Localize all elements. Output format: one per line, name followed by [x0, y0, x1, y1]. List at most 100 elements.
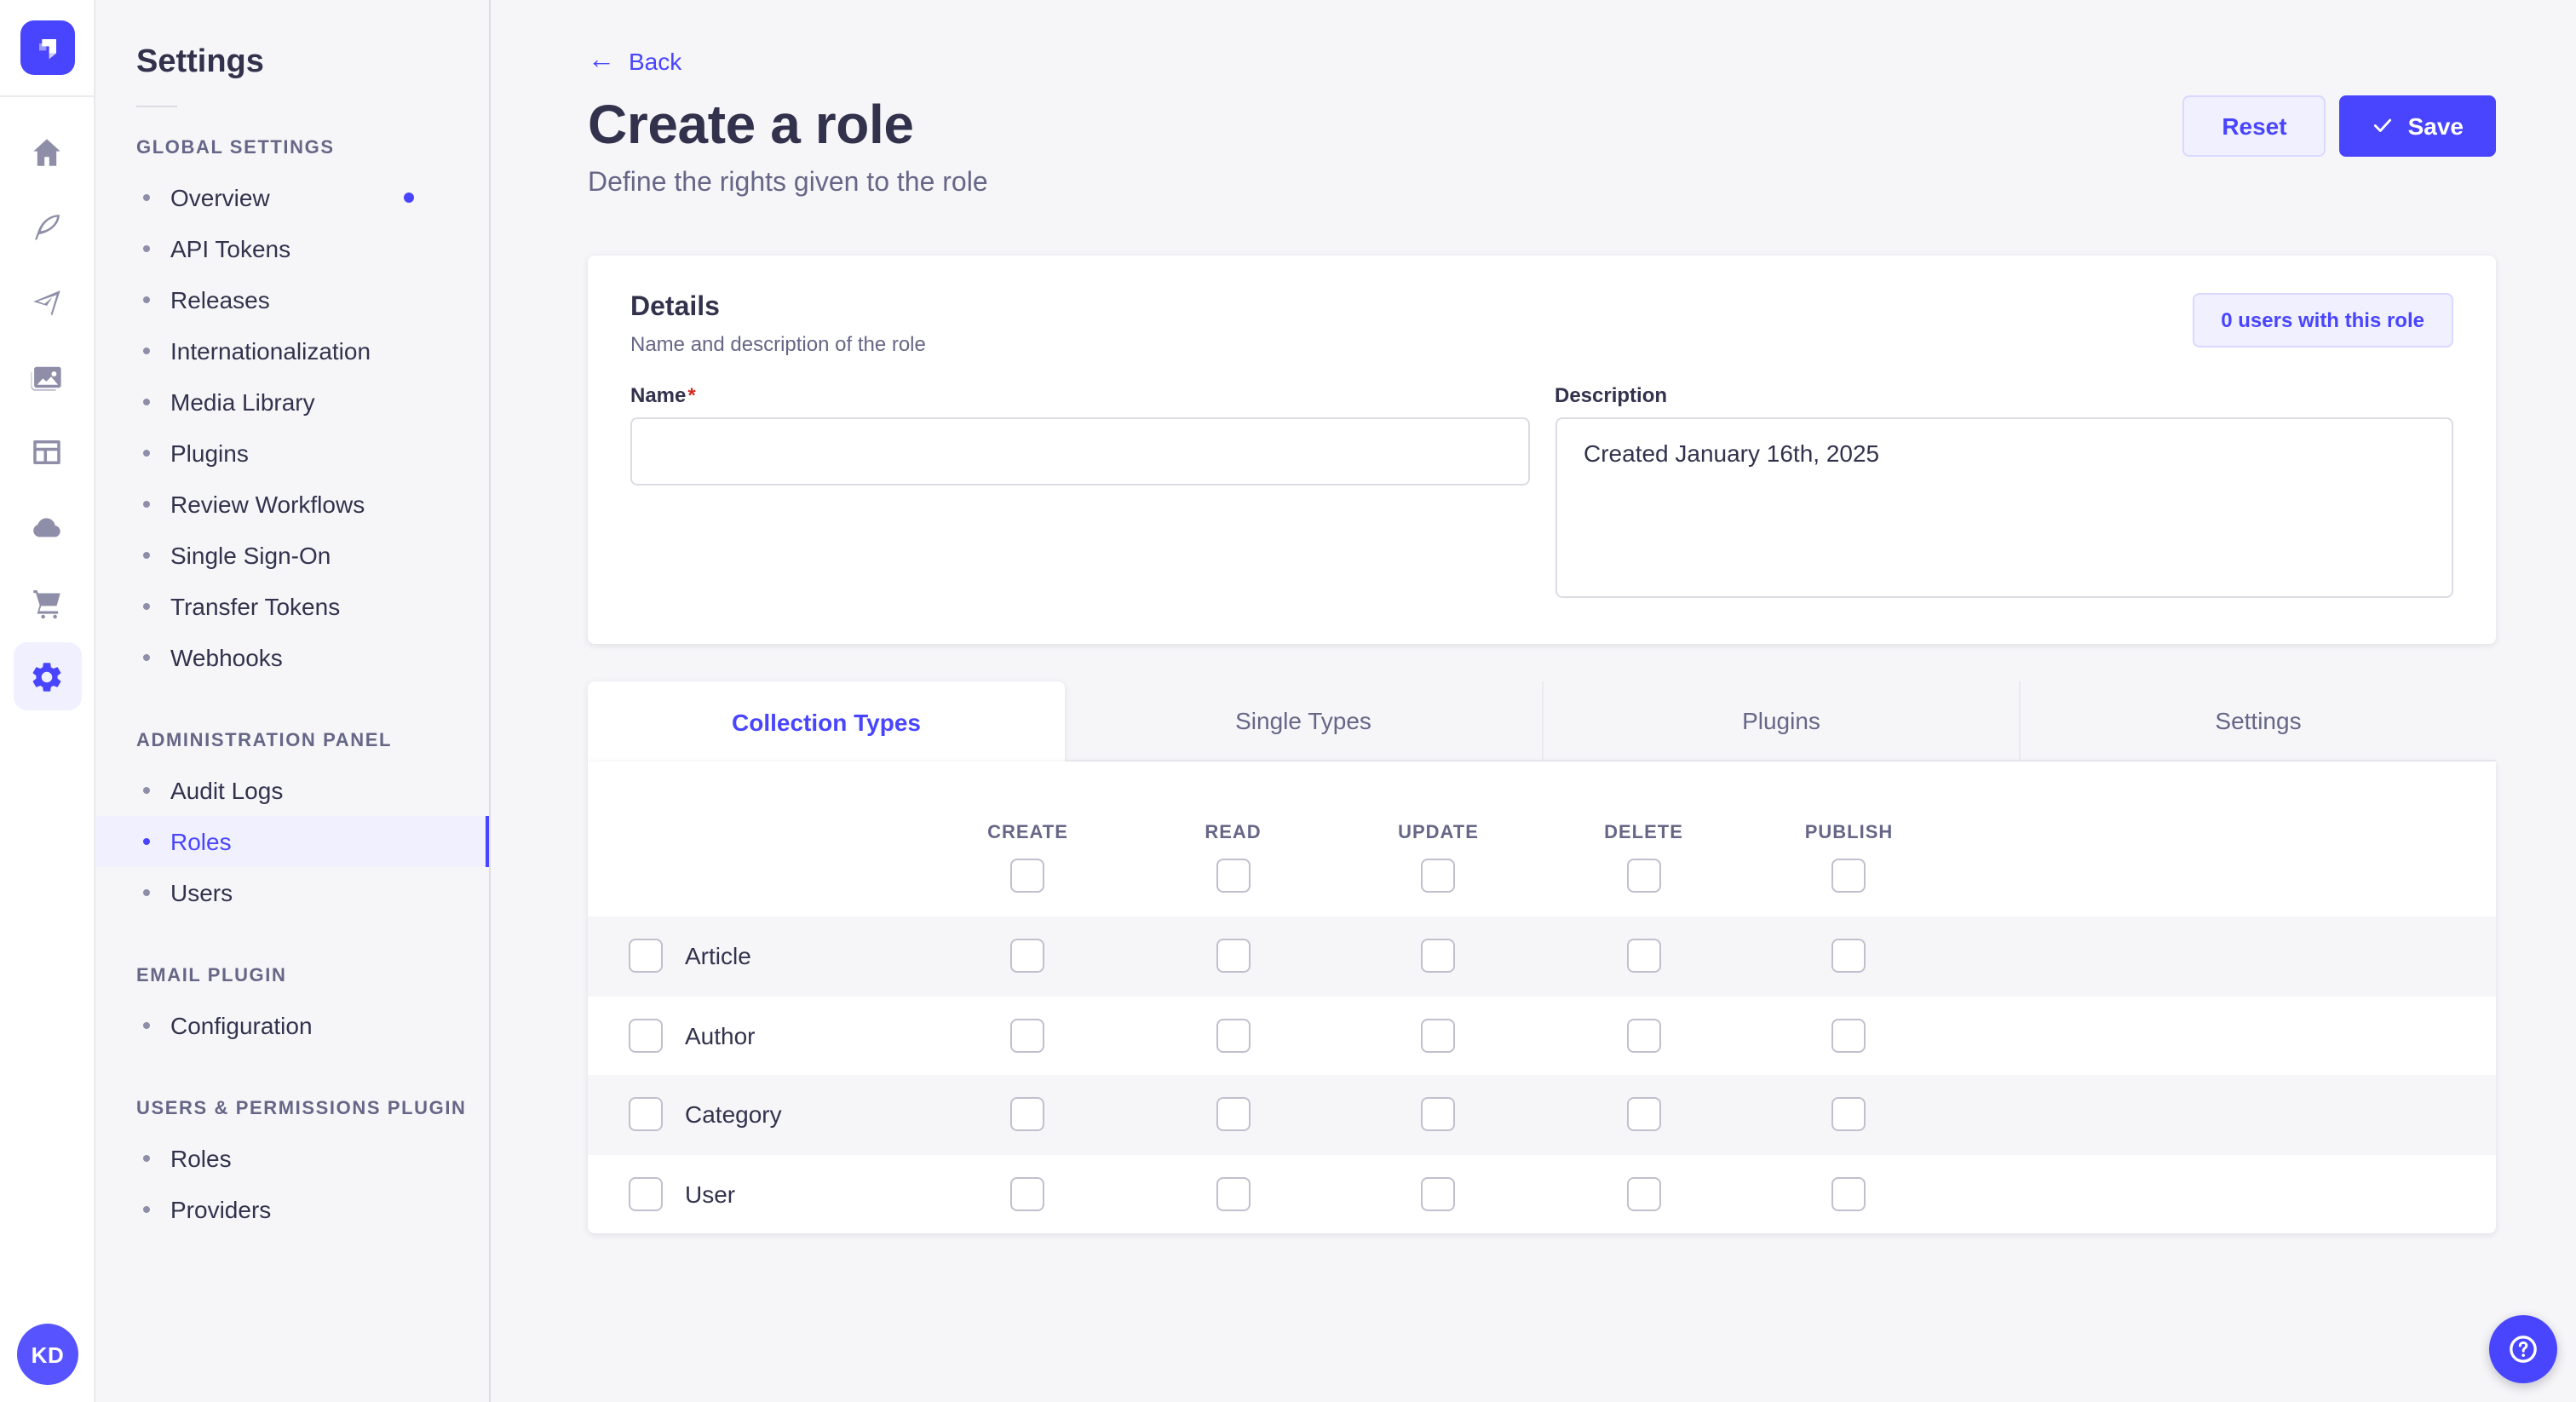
bullet-icon [143, 348, 150, 354]
permissions-table: CREATE READ UPDATE DELETE [588, 761, 2496, 1233]
perm-checkbox[interactable] [1421, 1097, 1456, 1132]
media-library-icon [31, 365, 61, 390]
select-column-read-checkbox[interactable] [1216, 859, 1251, 893]
tab-plugins[interactable]: Plugins [1542, 681, 2019, 761]
sidebar-item-plugins[interactable]: Plugins [95, 428, 489, 479]
row-label: User [685, 1180, 736, 1208]
perm-checkbox[interactable] [1831, 1097, 1866, 1132]
perm-checkbox[interactable] [1626, 939, 1661, 974]
sidebar-item-overview[interactable]: Overview [95, 172, 489, 223]
users-with-role-button[interactable]: 0 users with this role [2192, 293, 2453, 348]
sidebar-item-single-sign-on[interactable]: Single Sign-On [95, 530, 489, 581]
section-label-global-settings: GLOBAL SETTINGS [136, 138, 335, 158]
settings-gear-icon [32, 662, 61, 691]
perm-checkbox[interactable] [1216, 1097, 1251, 1132]
back-link[interactable]: ← Back [588, 47, 682, 75]
sidebar-item-review-workflows[interactable]: Review Workflows [95, 479, 489, 530]
sidebar-item-audit-logs[interactable]: Audit Logs [95, 765, 489, 816]
tab-settings[interactable]: Settings [2019, 681, 2496, 761]
select-column-create-checkbox[interactable] [1010, 859, 1045, 893]
home-icon [33, 138, 60, 165]
sidebar-item-users[interactable]: Users [95, 867, 489, 918]
back-label: Back [629, 48, 682, 75]
section-label-administration-panel: ADMINISTRATION PANEL [136, 731, 393, 751]
sidebar-title: Settings [136, 44, 264, 80]
select-column-publish-checkbox[interactable] [1831, 859, 1866, 893]
help-button[interactable] [2489, 1315, 2557, 1383]
help-icon [2510, 1336, 2537, 1363]
perm-checkbox[interactable] [1831, 939, 1866, 974]
perm-checkbox[interactable] [1216, 939, 1251, 974]
table-row-category: Category [588, 1075, 2496, 1154]
sidebar-item-providers[interactable]: Providers [95, 1184, 489, 1235]
perm-checkbox[interactable] [1831, 1176, 1866, 1211]
sidebar-item-media-library[interactable]: Media Library [95, 376, 489, 428]
reset-button[interactable]: Reset [2182, 95, 2326, 156]
perm-checkbox[interactable] [1216, 1018, 1251, 1053]
deploy-nav-button[interactable] [13, 492, 81, 560]
sidebar-item-api-tokens[interactable]: API Tokens [95, 223, 489, 274]
bullet-icon [143, 1155, 150, 1162]
bullet-icon [143, 552, 150, 559]
select-row-checkbox[interactable] [629, 939, 663, 974]
sidebar-item-transfer-tokens[interactable]: Transfer Tokens [95, 581, 489, 632]
bullet-icon [143, 194, 150, 201]
releases-nav-button[interactable] [13, 267, 81, 336]
perm-checkbox[interactable] [1010, 939, 1045, 974]
perm-checkbox[interactable] [1421, 939, 1456, 974]
content-manager-nav-button[interactable] [13, 192, 81, 261]
save-button[interactable]: Save [2339, 95, 2496, 156]
media-library-nav-button[interactable] [13, 342, 81, 411]
sidebar-item-roles-admin[interactable]: Roles [95, 816, 489, 867]
sidebar-item-webhooks[interactable]: Webhooks [95, 632, 489, 683]
user-avatar[interactable]: KD [17, 1324, 78, 1385]
sidebar-item-label: Configuration [170, 1012, 313, 1039]
perm-checkbox[interactable] [1831, 1018, 1866, 1053]
select-column-delete-checkbox[interactable] [1626, 859, 1661, 893]
sidebar-item-label: Providers [170, 1196, 272, 1223]
perm-checkbox[interactable] [1626, 1176, 1661, 1211]
marketplace-nav-button[interactable] [13, 567, 81, 635]
sidebar-item-label: Roles [170, 1145, 232, 1172]
content-type-builder-nav-button[interactable] [13, 417, 81, 486]
strapi-logo-glyph [38, 39, 55, 60]
nav-rail: KD [0, 0, 95, 1402]
select-row-checkbox[interactable] [629, 1097, 663, 1132]
select-row-checkbox[interactable] [629, 1018, 663, 1053]
cloud-icon [33, 517, 60, 537]
sidebar-item-label: Single Sign-On [170, 542, 331, 569]
name-input[interactable] [630, 417, 1529, 486]
strapi-logo[interactable] [20, 20, 74, 75]
home-nav-button[interactable] [13, 118, 81, 186]
details-subtitle: Name and description of the role [630, 332, 926, 356]
select-column-update-checkbox[interactable] [1421, 859, 1456, 893]
perm-checkbox[interactable] [1010, 1018, 1045, 1053]
sidebar-item-roles-up[interactable]: Roles [95, 1133, 489, 1184]
perm-checkbox[interactable] [1216, 1176, 1251, 1211]
sidebar-item-label: Audit Logs [170, 777, 284, 804]
perm-checkbox[interactable] [1626, 1018, 1661, 1053]
perm-checkbox[interactable] [1421, 1176, 1456, 1211]
sidebar-item-internationalization[interactable]: Internationalization [95, 325, 489, 376]
paper-plane-icon [33, 290, 60, 315]
perm-checkbox[interactable] [1010, 1176, 1045, 1211]
sidebar-item-releases[interactable]: Releases [95, 274, 489, 325]
description-textarea[interactable]: Created January 16th, 2025 [1555, 417, 2453, 598]
sidebar-divider [136, 106, 177, 107]
bullet-icon [143, 654, 150, 661]
tab-collection-types[interactable]: Collection Types [588, 681, 1065, 761]
perm-checkbox[interactable] [1626, 1097, 1661, 1132]
details-title: Details [630, 293, 720, 322]
tab-single-types[interactable]: Single Types [1065, 681, 1542, 761]
sidebar-item-label: Users [170, 879, 233, 906]
bullet-icon [143, 889, 150, 896]
bullet-icon [143, 296, 150, 303]
select-row-checkbox[interactable] [629, 1176, 663, 1211]
sidebar-item-label: Webhooks [170, 644, 283, 671]
name-label-text: Name [630, 383, 687, 407]
settings-nav-button[interactable] [13, 642, 81, 710]
sidebar-item-configuration[interactable]: Configuration [95, 1000, 489, 1051]
perm-checkbox[interactable] [1010, 1097, 1045, 1132]
details-card: Details Name and description of the role… [588, 256, 2496, 644]
perm-checkbox[interactable] [1421, 1018, 1456, 1053]
